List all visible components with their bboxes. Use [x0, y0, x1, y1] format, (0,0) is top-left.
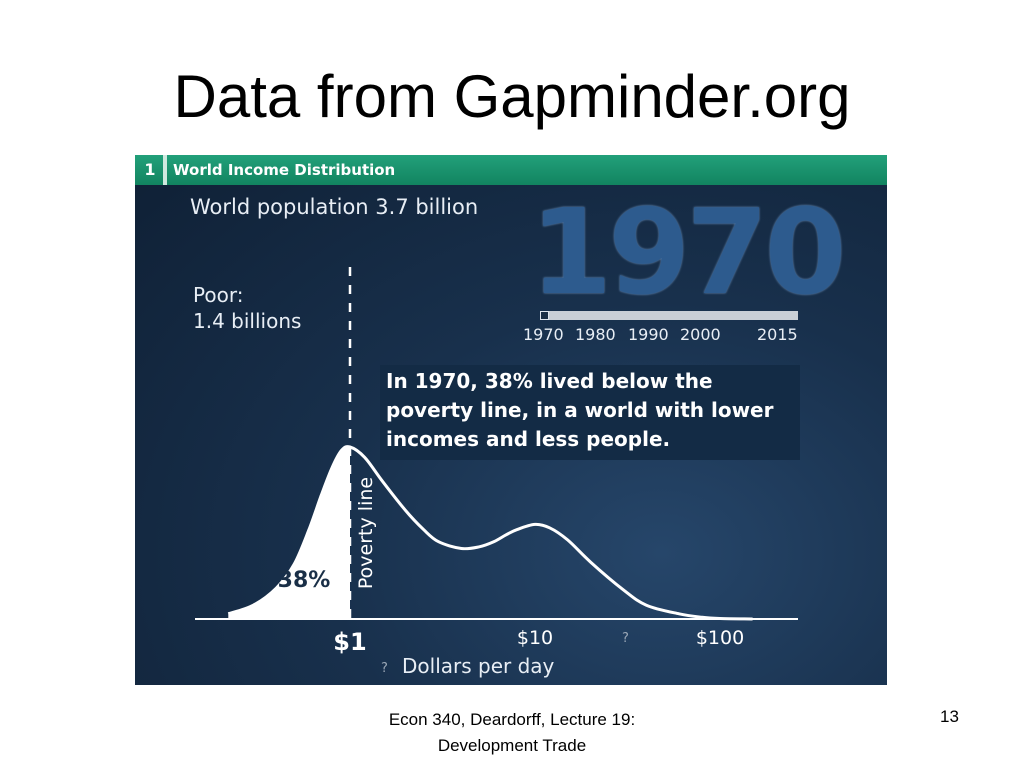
gapminder-panel: 1 World Income Distribution World popula…: [135, 155, 887, 685]
poor-label: Poor:: [193, 283, 244, 307]
page-number: 13: [940, 707, 959, 726]
panel-number: 1: [144, 160, 156, 179]
panel-number-divider: [163, 155, 167, 185]
timeline-tick[interactable]: 2015: [757, 325, 798, 344]
x-tick-label: $10: [517, 627, 553, 649]
footer-line-2: Development Trade: [437, 736, 587, 755]
poor-value: 1.4 billions: [193, 309, 302, 333]
timeline-tick[interactable]: 1990: [628, 325, 669, 344]
slide-footer: Econ 340, Deardorff, Lecture 19: Develop…: [340, 707, 684, 759]
x-tick-label: $1: [333, 628, 366, 656]
year-slider-handle[interactable]: [540, 311, 549, 320]
below-poverty-area: [228, 447, 350, 619]
population-caption: World population 3.7 billion: [190, 195, 479, 219]
annotation-box: In 1970, 38% lived below the poverty lin…: [380, 365, 800, 460]
x-axis-label: Dollars per day: [402, 654, 555, 678]
footer-line-1: Econ 340, Deardorff, Lecture 19:: [388, 710, 636, 729]
x-tick-label: $100: [696, 627, 744, 649]
timeline-tick[interactable]: 1980: [575, 325, 616, 344]
panel-header: 1 World Income Distribution: [135, 155, 887, 185]
year-display: 1970: [530, 183, 846, 321]
slide-title: Data from Gapminder.org: [173, 63, 851, 130]
timeline-tick[interactable]: 2000: [680, 325, 721, 344]
year-slider[interactable]: [540, 311, 798, 320]
timeline-tick[interactable]: 1970: [523, 325, 564, 344]
poverty-line-label: Poverty line: [355, 477, 377, 589]
distribution-chart: Poverty line 38% $1 $10 $100 ? ? Dollars p…: [195, 267, 798, 678]
panel-title: World Income Distribution: [173, 161, 396, 179]
question-mark-icon[interactable]: ?: [622, 631, 629, 646]
question-mark-icon[interactable]: ?: [381, 661, 388, 676]
share-below-label: 38%: [278, 568, 331, 593]
income-distribution-curve: [227, 445, 753, 621]
